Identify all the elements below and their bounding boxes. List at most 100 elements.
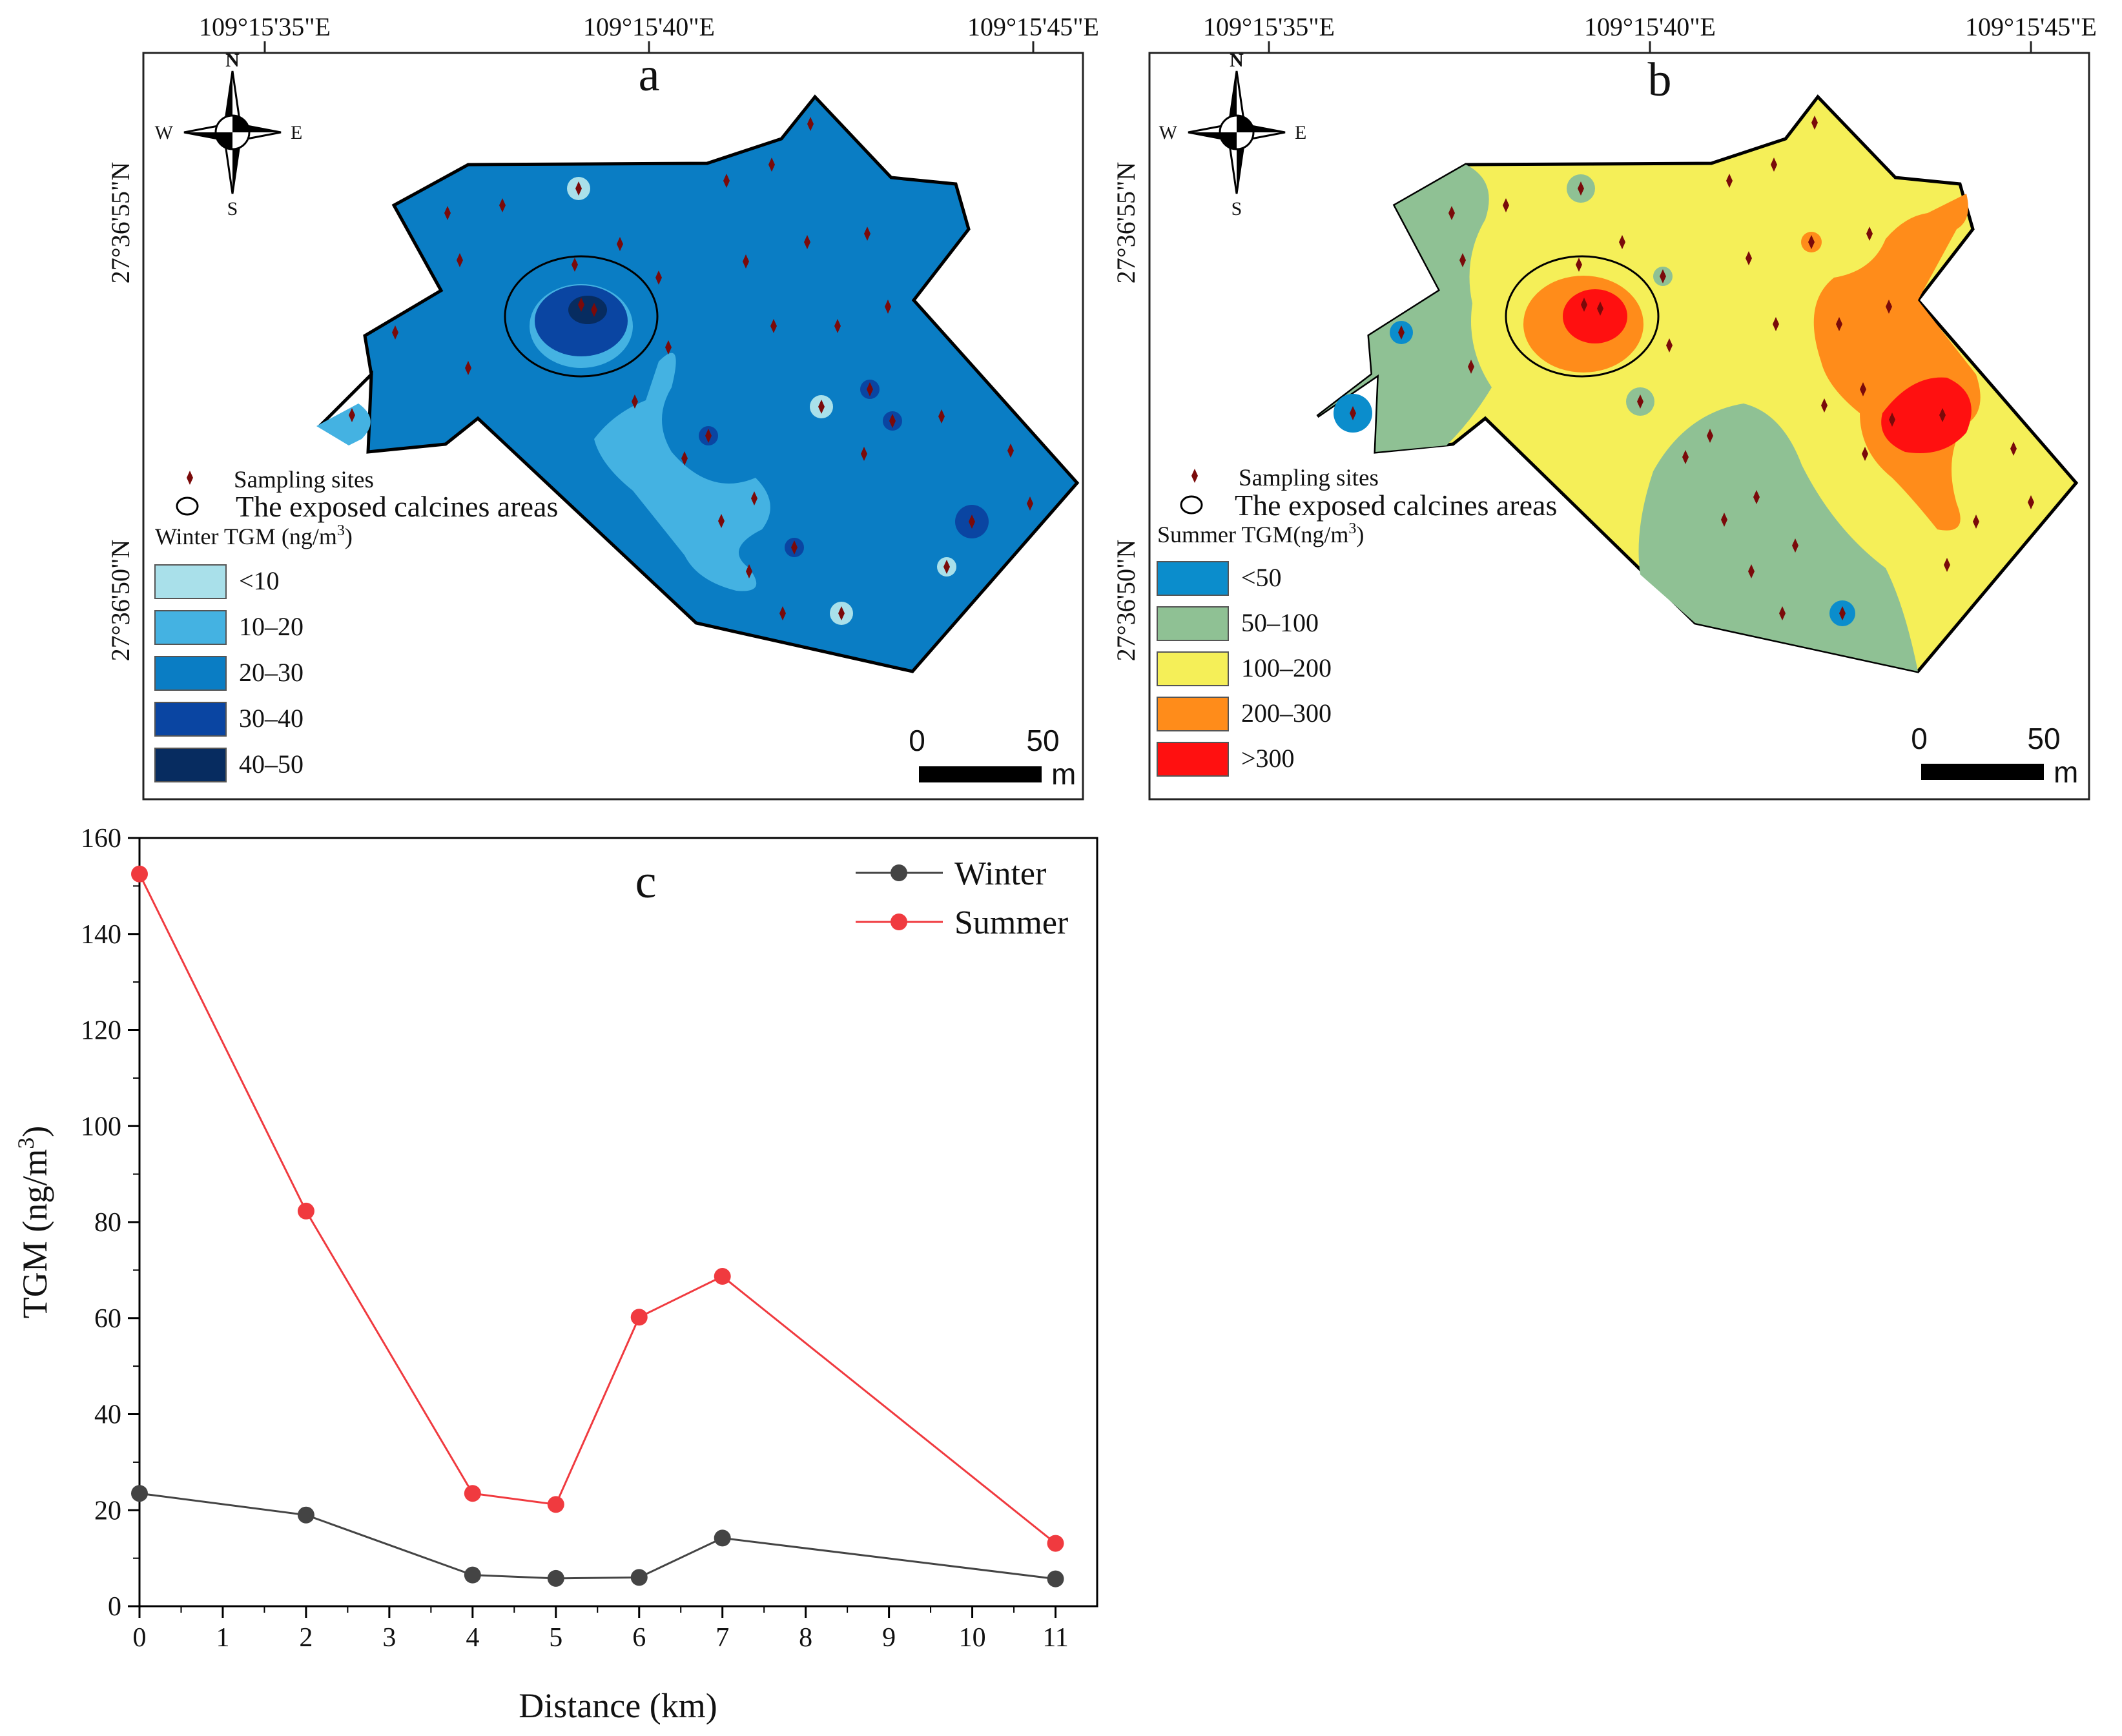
- data-point-winter: [630, 1569, 648, 1586]
- x-tick-label: 3: [382, 1623, 396, 1653]
- y-tick-label: 160: [81, 824, 121, 853]
- legend-sites-label: Sampling sites: [1239, 465, 1379, 491]
- coord-top-2: 109°15'40"E: [583, 12, 715, 41]
- legend-calcines-label: The exposed calcines areas: [1235, 489, 1557, 522]
- scale-bar-a: 0 50 m: [909, 724, 1076, 791]
- legend-a: Sampling sites The exposed calcines area…: [154, 467, 558, 782]
- data-point-summer: [1047, 1535, 1064, 1552]
- tgm-distance-chart: 0 1 2 3 4 5 6 7 8 9 10 11 0 20 40 60 80 100 120 140 160 c Di…: [13, 824, 1098, 1725]
- legend-swatch: [154, 702, 227, 737]
- coord-top-3: 109°15'45"E: [1965, 12, 2097, 41]
- legend-swatch: [154, 564, 227, 599]
- y-tick-label: 20: [94, 1496, 121, 1526]
- y-tick-label: 0: [108, 1592, 121, 1622]
- legend-summer-marker: [891, 914, 907, 930]
- coord-top-3: 109°15'45"E: [967, 12, 1099, 41]
- legend-calcines-icon: [176, 496, 199, 516]
- study-area-winter: [318, 94, 1080, 673]
- svg-text:0: 0: [909, 724, 925, 757]
- data-point-summer: [714, 1268, 731, 1285]
- calcines-area-circle: [504, 255, 659, 378]
- north-arrow-icon: N S E W: [155, 50, 303, 220]
- legend-class-label: 20–30: [239, 658, 304, 687]
- legend-winter-label: Winter: [954, 855, 1046, 892]
- data-point-winter: [131, 1485, 148, 1502]
- svg-text:S: S: [227, 198, 238, 220]
- coord-left-1: 27°36'55"N: [1111, 162, 1140, 283]
- coord-top-1: 109°15'35"E: [199, 12, 331, 41]
- legend-class-label: 100–200: [1241, 653, 1332, 682]
- data-point-winter: [714, 1529, 731, 1547]
- x-tick-label: 5: [549, 1623, 562, 1653]
- data-point-summer: [547, 1496, 564, 1513]
- x-tick-label: 2: [299, 1623, 313, 1653]
- data-point-summer: [464, 1485, 481, 1502]
- legend-class-label: 30–40: [239, 704, 304, 733]
- data-point-winter: [297, 1506, 314, 1524]
- svg-text:m: m: [2054, 755, 2078, 789]
- x-tick-label: 10: [959, 1623, 986, 1653]
- y-tick-label: 80: [94, 1208, 121, 1238]
- data-point-winter: [547, 1569, 564, 1587]
- legend-swatch: [154, 610, 227, 645]
- legend-swatch: [1157, 697, 1229, 731]
- chart-legend: Winter Summer: [856, 855, 1068, 941]
- legend-class-label: <10: [239, 566, 280, 595]
- svg-text:m: m: [1051, 757, 1076, 791]
- green-zone-west: [1317, 165, 1492, 452]
- low-tgm-zone: [594, 352, 770, 591]
- svg-text:N: N: [225, 50, 240, 71]
- legend-b: Sampling sites The exposed calcines area…: [1157, 465, 1557, 777]
- legend-swatch: [1157, 561, 1229, 596]
- coord-left-1: 27°36'55"N: [106, 162, 135, 283]
- coord-top-1: 109°15'35"E: [1203, 12, 1335, 41]
- data-point-winter: [1047, 1570, 1064, 1588]
- y-tick-label: 60: [94, 1304, 121, 1334]
- svg-text:N: N: [1230, 50, 1244, 71]
- x-tick-label: 8: [799, 1623, 812, 1653]
- y-tick-label: 120: [81, 1016, 121, 1046]
- svg-text:50: 50: [2027, 722, 2060, 755]
- x-tick-label: 9: [882, 1623, 896, 1653]
- legend-class-label: 200–300: [1241, 699, 1332, 728]
- legend-calcines-icon: [1180, 495, 1203, 515]
- legend-title: Summer TGM(ng/m3): [1157, 520, 1364, 547]
- y-tick-label: 40: [94, 1400, 121, 1430]
- legend-title: Winter TGM (ng/m3): [155, 522, 353, 549]
- x-tick-label: 0: [133, 1623, 147, 1653]
- panel-letter-a: a: [639, 48, 660, 101]
- x-tick-label: 6: [632, 1623, 646, 1653]
- y-tick-label: 140: [81, 920, 121, 950]
- legend-swatch: [154, 656, 227, 691]
- legend-calcines-label: The exposed calcines areas: [236, 490, 558, 523]
- legend-swatch: [154, 748, 227, 782]
- y-tick-label: 100: [81, 1112, 121, 1141]
- legend-swatch: [1157, 606, 1229, 641]
- panel-letter-c: c: [635, 855, 657, 908]
- panel-letter-b: b: [1648, 54, 1672, 107]
- svg-text:S: S: [1231, 198, 1242, 220]
- calcines-area-circle: [1505, 255, 1660, 378]
- legend-class-label: 50–100: [1241, 608, 1319, 637]
- data-point-summer: [297, 1202, 314, 1220]
- legend-winter-marker: [891, 864, 907, 881]
- svg-text:E: E: [1295, 122, 1306, 143]
- coord-left-2: 27°36'50"N: [1111, 540, 1140, 661]
- north-arrow-icon: N S E W: [1159, 50, 1307, 220]
- svg-text:E: E: [291, 122, 302, 143]
- winter-map-panel: 109°15'35"E 109°15'40"E 109°15'45"E 27°3…: [106, 12, 1099, 801]
- summer-map-panel: 109°15'35"E 109°15'40"E 109°15'45"E 27°3…: [1111, 12, 2097, 801]
- svg-text:50: 50: [1026, 724, 1059, 757]
- plot-frame: [138, 837, 1098, 1608]
- legend-summer-label: Summer: [954, 904, 1068, 941]
- coord-left-2: 27°36'50"N: [106, 540, 135, 661]
- scale-bar-b: 0 50 m: [1911, 722, 2078, 789]
- svg-text:W: W: [1159, 122, 1178, 143]
- data-point-summer: [630, 1309, 648, 1326]
- legend-swatch: [1157, 742, 1229, 777]
- data-point-winter: [464, 1566, 481, 1584]
- legend-class-label: 40–50: [239, 750, 304, 779]
- svg-text:0: 0: [1911, 722, 1928, 755]
- coord-top-2: 109°15'40"E: [1584, 12, 1716, 41]
